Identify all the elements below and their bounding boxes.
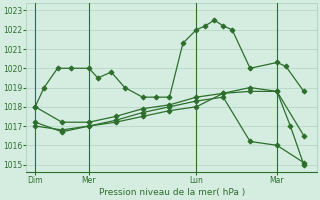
X-axis label: Pression niveau de la mer( hPa ): Pression niveau de la mer( hPa )	[99, 188, 245, 197]
